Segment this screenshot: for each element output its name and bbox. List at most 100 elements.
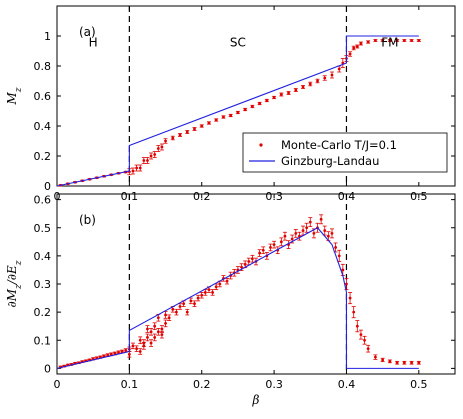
data-point-monte-carlo xyxy=(272,96,276,99)
data-point-monte-carlo xyxy=(120,350,124,353)
data-point-monte-carlo xyxy=(334,246,337,249)
data-point-monte-carlo xyxy=(258,251,262,255)
data-point-monte-carlo xyxy=(189,299,193,303)
data-point-monte-carlo xyxy=(214,118,218,122)
y-tick-label: 0.2 xyxy=(34,150,52,163)
data-point-monte-carlo xyxy=(395,361,399,365)
data-point-monte-carlo xyxy=(388,359,392,363)
data-point-monte-carlo xyxy=(164,139,167,143)
data-point-monte-carlo xyxy=(171,136,175,140)
region-label-sc: SC xyxy=(230,36,246,50)
legend: Monte-Carlo T/J=0.1 Ginzburg-Landau xyxy=(242,132,448,173)
data-point-monte-carlo xyxy=(175,310,178,314)
data-point-monte-carlo xyxy=(138,166,142,170)
data-point-monte-carlo xyxy=(214,285,218,289)
data-point-monte-carlo xyxy=(308,82,312,86)
data-point-monte-carlo xyxy=(305,226,309,230)
panel-b: 0 0.1 0.2 0.3 0.4 0.5 0 0.1 0.2 0.3 0.4 0.5 0.6 (b) ∂M… xyxy=(5,193,456,407)
data-point-monte-carlo xyxy=(301,229,305,232)
data-point-monte-carlo xyxy=(164,321,167,325)
data-point-monte-carlo xyxy=(153,153,157,156)
data-point-monte-carlo xyxy=(283,234,287,238)
data-point-monte-carlo xyxy=(290,237,294,241)
data-point-monte-carlo xyxy=(323,76,327,80)
y-tick-label: 0.8 xyxy=(34,60,52,73)
data-point-monte-carlo xyxy=(127,352,131,356)
data-point-monte-carlo xyxy=(193,302,196,306)
y-axis-label: ∂Mz/∂Ez xyxy=(5,260,24,307)
data-point-monte-carlo xyxy=(355,324,359,328)
x-tick-label: 0.3 xyxy=(265,378,283,391)
data-point-monte-carlo xyxy=(402,361,406,365)
data-point-monte-carlo xyxy=(185,130,189,134)
legend-label-monte-carlo: Monte-Carlo T/J=0.1 xyxy=(281,138,397,152)
data-point-monte-carlo xyxy=(352,46,356,50)
data-point-monte-carlo xyxy=(395,39,399,42)
x-tick-label: 0 xyxy=(54,378,61,391)
x-tick-label: 0.2 xyxy=(193,378,211,391)
data-point-monte-carlo xyxy=(250,105,254,108)
data-point-monte-carlo xyxy=(200,124,204,128)
data-point-monte-carlo xyxy=(203,291,207,294)
data-point-monte-carlo xyxy=(200,293,204,297)
data-point-monte-carlo xyxy=(146,159,149,162)
y-tick-label: 0.2 xyxy=(34,306,52,319)
data-point-monte-carlo xyxy=(417,39,421,42)
data-point-monte-carlo xyxy=(160,145,164,149)
data-point-monte-carlo xyxy=(142,341,146,345)
data-point-monte-carlo xyxy=(240,265,243,269)
data-point-monte-carlo xyxy=(149,341,153,345)
data-point-monte-carlo xyxy=(279,240,283,244)
data-point-monte-carlo xyxy=(160,333,164,337)
data-point-monte-carlo xyxy=(229,114,233,117)
data-point-monte-carlo xyxy=(164,313,167,317)
data-point-monte-carlo xyxy=(366,40,370,44)
y-tick-label: 0 xyxy=(44,362,51,375)
axes-frame xyxy=(56,193,456,375)
x-tick-label: 0.4 xyxy=(338,378,356,391)
data-point-monte-carlo xyxy=(207,121,211,125)
data-point-monte-carlo xyxy=(243,262,247,266)
data-point-monte-carlo xyxy=(135,166,139,170)
data-point-monte-carlo xyxy=(225,279,229,283)
panel-label: (b) xyxy=(79,213,96,227)
data-point-monte-carlo xyxy=(374,355,377,359)
y-tick-label: 0 xyxy=(44,180,51,193)
region-label-fm: FM xyxy=(381,36,398,50)
data-point-monte-carlo xyxy=(363,338,366,342)
y-tick-label: 0.5 xyxy=(34,222,52,235)
data-point-monte-carlo xyxy=(381,39,385,42)
y-axis-label: Mz xyxy=(5,87,24,105)
y-tick-label: 0.3 xyxy=(34,278,52,291)
legend-box xyxy=(242,132,448,173)
data-point-monte-carlo xyxy=(279,93,283,96)
data-point-monte-carlo xyxy=(131,169,135,173)
y-tick-label: 0.1 xyxy=(34,334,52,347)
data-point-monte-carlo xyxy=(156,316,160,320)
data-point-monte-carlo xyxy=(402,39,406,42)
data-point-monte-carlo xyxy=(138,338,142,342)
data-point-monte-carlo xyxy=(348,52,352,56)
panel-label: (a) xyxy=(79,25,96,39)
data-point-monte-carlo xyxy=(182,302,186,306)
data-point-monte-carlo xyxy=(374,39,377,42)
data-point-monte-carlo xyxy=(196,296,200,300)
data-point-monte-carlo xyxy=(185,310,189,314)
data-point-monte-carlo xyxy=(153,336,157,339)
data-point-monte-carlo xyxy=(218,282,222,286)
data-point-monte-carlo xyxy=(160,327,164,331)
y-tick-label: 1 xyxy=(44,30,51,43)
data-point-monte-carlo xyxy=(316,79,319,83)
y-tick-label: 0.6 xyxy=(34,194,52,207)
y-tick-label: 0.4 xyxy=(34,120,52,133)
data-point-monte-carlo xyxy=(410,39,413,42)
data-point-monte-carlo xyxy=(272,243,276,247)
x-tick-label: 0.1 xyxy=(121,378,139,391)
data-point-monte-carlo xyxy=(243,108,247,111)
data-point-monte-carlo xyxy=(117,350,120,354)
data-point-monte-carlo xyxy=(355,45,359,48)
data-point-monte-carlo xyxy=(261,248,265,252)
y-tick-label: 0.4 xyxy=(34,250,52,263)
series-line-ginzburg-landau xyxy=(56,227,419,369)
